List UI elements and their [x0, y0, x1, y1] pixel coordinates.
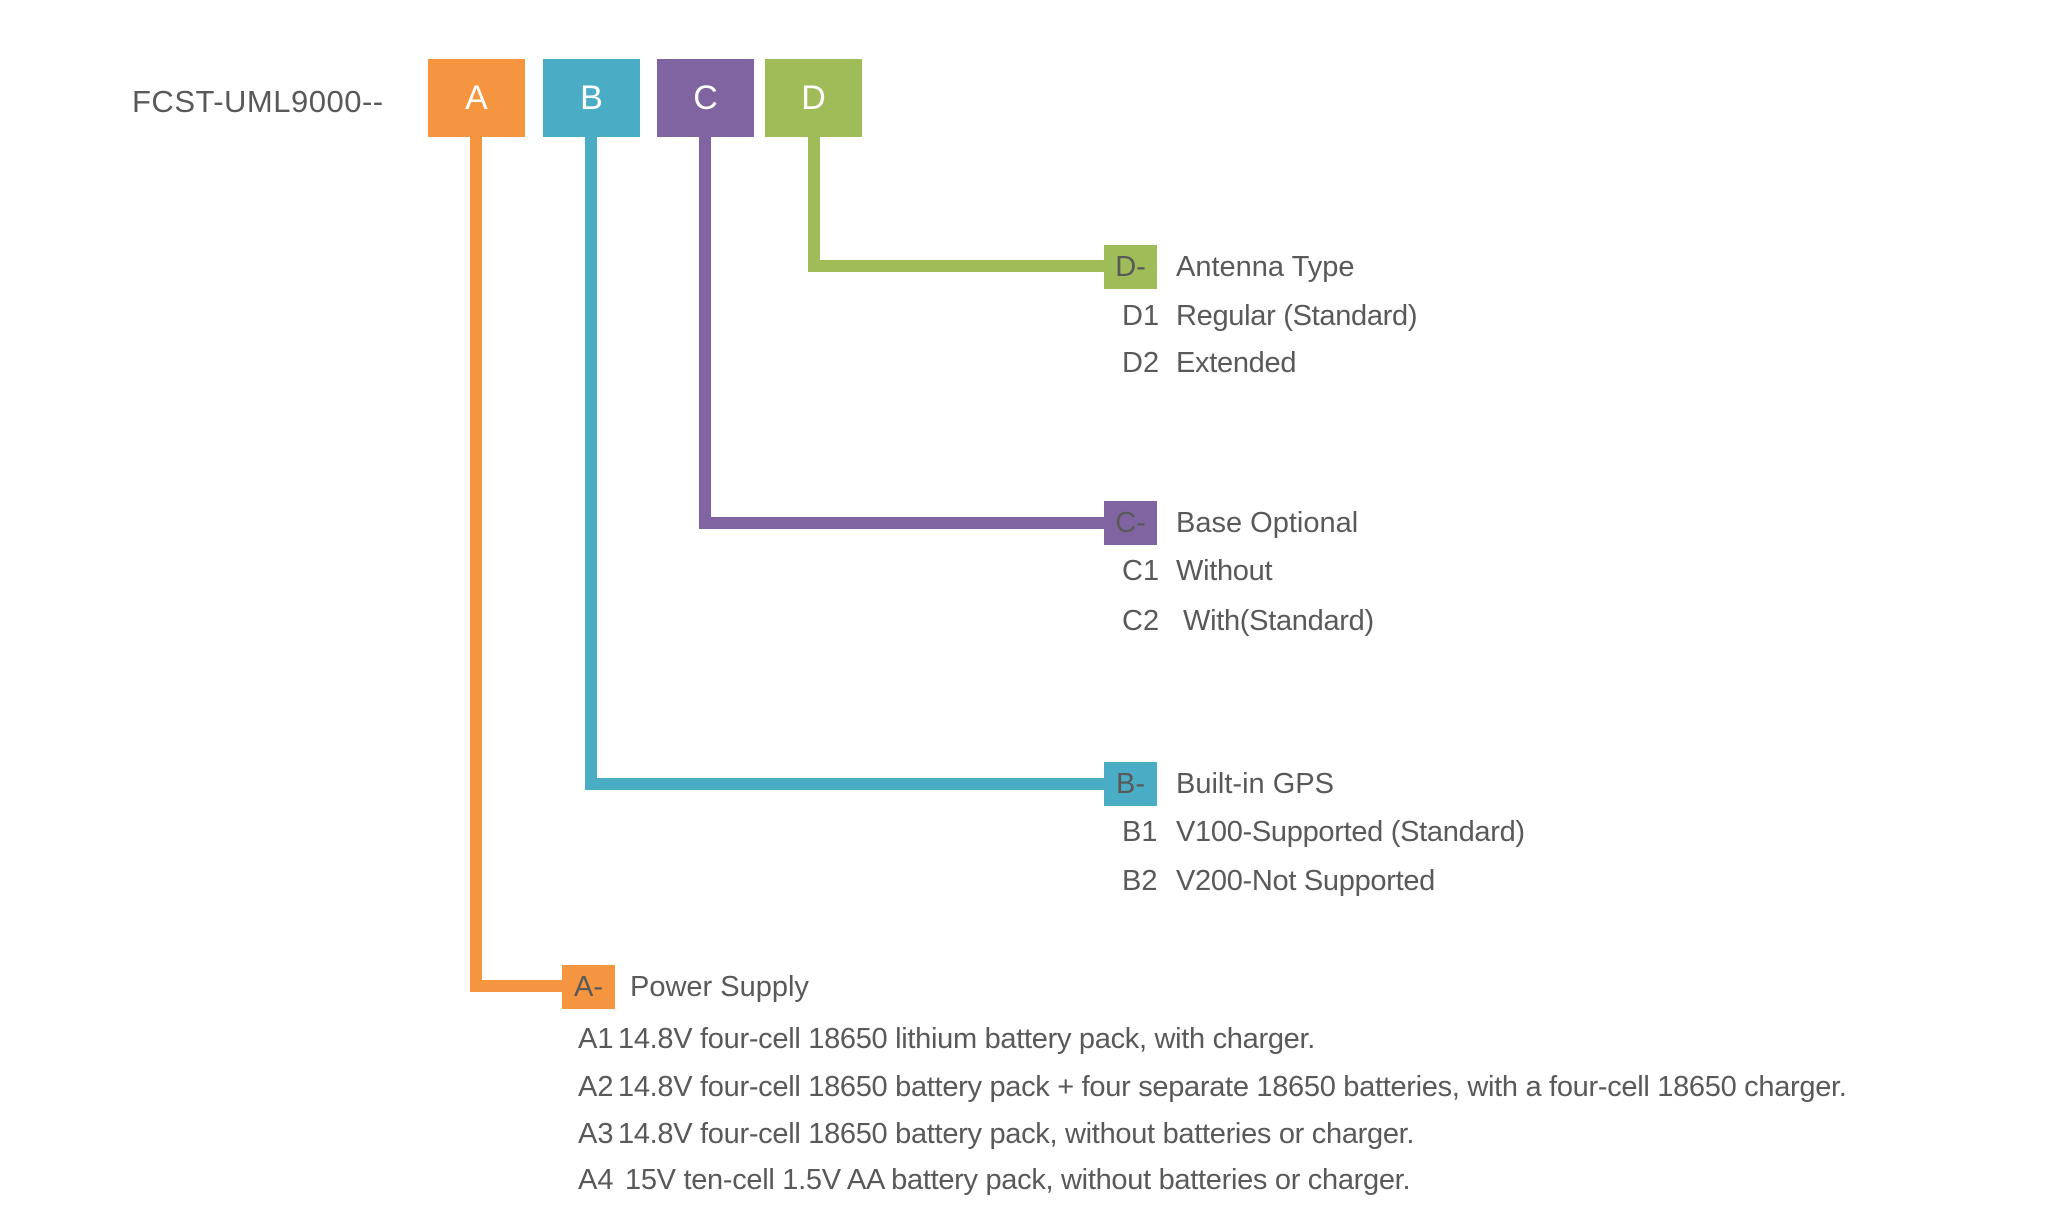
section-b-heading: Built-in GPS: [1176, 768, 1334, 800]
section-a-label: A-: [574, 970, 603, 1003]
section-c-item-2: C2 With(Standard): [0, 601, 2046, 641]
product-model-code: FCST-UML9000--: [132, 84, 384, 119]
connector-d-vertical: [808, 137, 820, 272]
section-a-label-box: A-: [562, 965, 615, 1009]
code-box-d-letter: D: [801, 78, 826, 117]
section-d-label-box: D-: [1104, 245, 1157, 289]
code-box-b: B: [543, 59, 640, 137]
section-b-item-2: B2 V200-Not Supported: [0, 861, 2046, 901]
item-code: A4: [578, 1164, 614, 1196]
section-b-label-box: B-: [1104, 762, 1157, 806]
section-b-label: B-: [1116, 767, 1145, 800]
code-box-c: C: [657, 59, 754, 137]
item-code: D1: [1122, 300, 1160, 332]
code-box-b-letter: B: [580, 78, 603, 117]
section-b-item-1: B1 V100-Supported (Standard): [0, 812, 2046, 852]
item-text: Extended: [1176, 347, 1297, 379]
item-text: 14.8V four-cell 18650 battery pack, with…: [618, 1118, 1415, 1150]
section-d-item-1: D1 Regular (Standard): [0, 296, 2046, 336]
connector-c-horizontal: [699, 517, 1106, 529]
section-a-item-4: A4 15V ten-cell 1.5V AA battery pack, wi…: [0, 1160, 2046, 1200]
code-box-a-letter: A: [465, 78, 488, 117]
item-text: V200-Not Supported: [1176, 865, 1435, 897]
section-a-heading: Power Supply: [630, 971, 809, 1003]
item-code: B1: [1122, 816, 1158, 848]
section-d-label: D-: [1115, 250, 1146, 283]
connector-d-horizontal: [808, 260, 1106, 272]
connector-a-vertical: [470, 137, 482, 992]
section-c-label: C-: [1115, 506, 1146, 539]
section-d-item-2: D2 Extended: [0, 343, 2046, 383]
item-code: B2: [1122, 865, 1158, 897]
connector-b-vertical: [585, 137, 597, 790]
connector-b-horizontal: [585, 778, 1106, 790]
item-text: 15V ten-cell 1.5V AA battery pack, witho…: [625, 1164, 1411, 1196]
section-a-item-2: A2 14.8V four-cell 18650 battery pack + …: [0, 1067, 2046, 1107]
item-text: Regular (Standard): [1176, 300, 1418, 332]
section-c-label-box: C-: [1104, 501, 1157, 545]
section-a-item-1: A1 14.8V four-cell 18650 lithium battery…: [0, 1019, 2046, 1059]
item-text: V100-Supported (Standard): [1176, 816, 1525, 848]
item-code: C1: [1122, 555, 1160, 587]
code-box-d: D: [765, 59, 862, 137]
section-a-item-3: A3 14.8V four-cell 18650 battery pack, w…: [0, 1114, 2046, 1154]
item-code: A1: [578, 1023, 614, 1055]
code-box-a: A: [428, 59, 525, 137]
item-text: Without: [1176, 555, 1273, 587]
section-d-heading: Antenna Type: [1176, 251, 1355, 283]
connector-a-horizontal: [470, 980, 563, 992]
connector-c-vertical: [699, 137, 711, 529]
item-code: D2: [1122, 347, 1160, 379]
item-code: C2: [1122, 605, 1160, 637]
item-text: With(Standard): [1183, 605, 1374, 637]
item-text: 14.8V four-cell 18650 lithium battery pa…: [618, 1023, 1315, 1055]
item-text: 14.8V four-cell 18650 battery pack + fou…: [618, 1071, 1847, 1103]
code-box-c-letter: C: [693, 78, 718, 117]
item-code: A3: [578, 1118, 614, 1150]
section-c-heading: Base Optional: [1176, 507, 1359, 539]
section-c-item-1: C1 Without: [0, 551, 2046, 591]
item-code: A2: [578, 1071, 614, 1103]
